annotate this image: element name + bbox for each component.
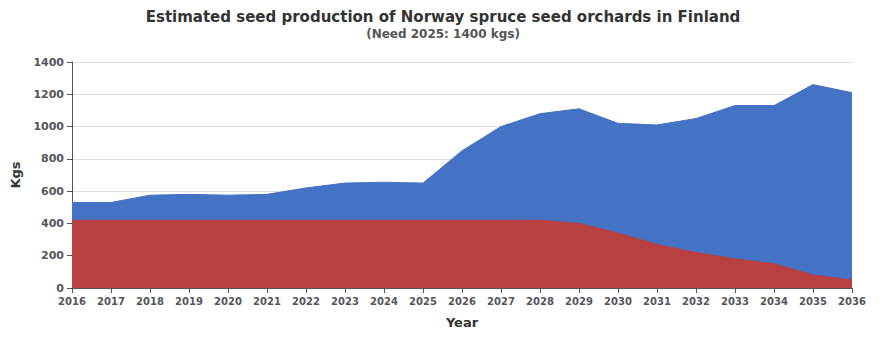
svg-text:2022: 2022: [292, 296, 320, 307]
svg-text:2036: 2036: [838, 296, 866, 307]
svg-text:2031: 2031: [643, 296, 671, 307]
svg-text:2030: 2030: [604, 296, 632, 307]
svg-text:1200: 1200: [33, 88, 64, 101]
svg-text:2034: 2034: [760, 296, 788, 307]
svg-text:200: 200: [41, 249, 64, 262]
svg-text:2018: 2018: [136, 296, 164, 307]
svg-text:2019: 2019: [175, 296, 203, 307]
svg-text:Estimated seed production of N: Estimated seed production of Norway spru…: [146, 8, 741, 26]
svg-text:800: 800: [41, 152, 64, 165]
svg-text:2023: 2023: [331, 296, 359, 307]
svg-text:2020: 2020: [214, 296, 242, 307]
svg-text:1400: 1400: [33, 56, 64, 69]
svg-text:2027: 2027: [487, 296, 515, 307]
svg-text:400: 400: [41, 217, 64, 230]
svg-text:2021: 2021: [253, 296, 281, 307]
svg-text:600: 600: [41, 185, 64, 198]
svg-text:2026: 2026: [448, 296, 476, 307]
svg-text:0: 0: [56, 282, 64, 295]
svg-text:2017: 2017: [97, 296, 125, 307]
svg-text:2024: 2024: [370, 296, 398, 307]
svg-text:Kgs: Kgs: [8, 161, 23, 188]
svg-text:(Need 2025: 1400 kgs): (Need 2025: 1400 kgs): [366, 27, 520, 41]
svg-text:2028: 2028: [526, 296, 554, 307]
svg-text:2029: 2029: [565, 296, 593, 307]
svg-text:2025: 2025: [409, 296, 437, 307]
svg-text:2032: 2032: [682, 296, 710, 307]
svg-text:Year: Year: [445, 315, 479, 330]
svg-text:2033: 2033: [721, 296, 749, 307]
svg-text:2035: 2035: [799, 296, 827, 307]
svg-text:2016: 2016: [58, 296, 86, 307]
svg-text:1000: 1000: [33, 120, 64, 133]
